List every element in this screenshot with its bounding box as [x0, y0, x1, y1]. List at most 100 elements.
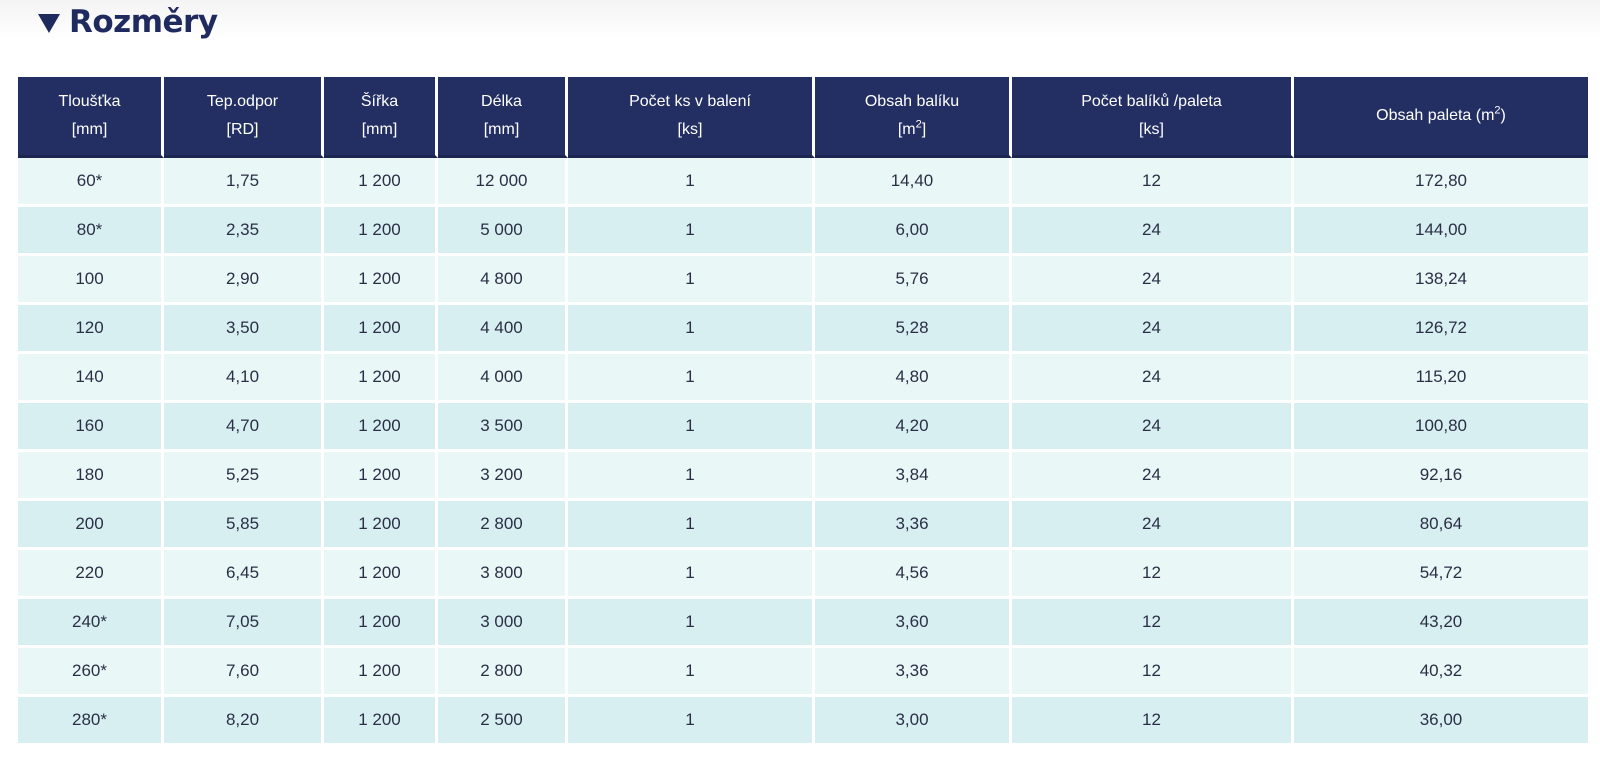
- length-cell: 3 800: [438, 550, 568, 599]
- pallet-content-cell: 115,20: [1294, 354, 1588, 403]
- pieces-cell: 1: [568, 697, 815, 746]
- table-row: 120 3,50 1 200 4 400 1 5,28 24 126,72: [18, 305, 1588, 354]
- length-cell: 12 000: [438, 158, 568, 207]
- length-cell: 2 800: [438, 648, 568, 697]
- table-row: 240* 7,05 1 200 3 000 1 3,60 12 43,20: [18, 599, 1588, 648]
- pieces-cell: 1: [568, 599, 815, 648]
- width-cell: 1 200: [324, 648, 438, 697]
- packs-per-pallet-cell: 24: [1012, 256, 1294, 305]
- pack-content-cell: 4,56: [815, 550, 1012, 599]
- length-cell: 3 200: [438, 452, 568, 501]
- thickness-cell: 120: [18, 305, 164, 354]
- thickness-cell: 180: [18, 452, 164, 501]
- table-row: 260* 7,60 1 200 2 800 1 3,36 12 40,32: [18, 648, 1588, 697]
- length-cell: 3 500: [438, 403, 568, 452]
- table-header-row: Tloušťka [mm] Tep.odpor [RD] Šířka [mm] …: [18, 77, 1588, 158]
- pallet-content-cell: 80,64: [1294, 501, 1588, 550]
- thermal-resistance-cell: 1,75: [164, 158, 324, 207]
- width-cell: 1 200: [324, 697, 438, 746]
- header-pallet-content: Obsah paleta (m2): [1294, 77, 1588, 158]
- pieces-cell: 1: [568, 305, 815, 354]
- thickness-cell: 280*: [18, 697, 164, 746]
- pack-content-cell: 6,00: [815, 207, 1012, 256]
- pallet-content-cell: 40,32: [1294, 648, 1588, 697]
- thickness-cell: 140: [18, 354, 164, 403]
- length-cell: 2 800: [438, 501, 568, 550]
- packs-per-pallet-cell: 12: [1012, 550, 1294, 599]
- thickness-cell: 100: [18, 256, 164, 305]
- pack-content-cell: 3,00: [815, 697, 1012, 746]
- table-row: 60* 1,75 1 200 12 000 1 14,40 12 172,80: [18, 158, 1588, 207]
- packs-per-pallet-cell: 24: [1012, 501, 1294, 550]
- pieces-cell: 1: [568, 648, 815, 697]
- pallet-content-cell: 126,72: [1294, 305, 1588, 354]
- pallet-content-cell: 36,00: [1294, 697, 1588, 746]
- pallet-content-cell: 172,80: [1294, 158, 1588, 207]
- thickness-cell: 220: [18, 550, 164, 599]
- header-thickness: Tloušťka [mm]: [18, 77, 164, 158]
- pallet-content-cell: 92,16: [1294, 452, 1588, 501]
- header-length: Délka [mm]: [438, 77, 568, 158]
- width-cell: 1 200: [324, 501, 438, 550]
- thermal-resistance-cell: 2,35: [164, 207, 324, 256]
- table-row: 140 4,10 1 200 4 000 1 4,80 24 115,20: [18, 354, 1588, 403]
- pack-content-cell: 3,36: [815, 648, 1012, 697]
- header-pieces-per-pack: Počet ks v balení [ks]: [568, 77, 815, 158]
- pieces-cell: 1: [568, 158, 815, 207]
- pack-content-cell: 3,84: [815, 452, 1012, 501]
- thickness-cell: 160: [18, 403, 164, 452]
- thermal-resistance-cell: 3,50: [164, 305, 324, 354]
- triangle-down-icon: [38, 13, 60, 33]
- thermal-resistance-cell: 5,85: [164, 501, 324, 550]
- pieces-cell: 1: [568, 501, 815, 550]
- width-cell: 1 200: [324, 550, 438, 599]
- pallet-content-cell: 144,00: [1294, 207, 1588, 256]
- thickness-cell: 60*: [18, 158, 164, 207]
- pieces-cell: 1: [568, 550, 815, 599]
- packs-per-pallet-cell: 24: [1012, 452, 1294, 501]
- header-thermal-resistance: Tep.odpor [RD]: [164, 77, 324, 158]
- pallet-content-cell: 138,24: [1294, 256, 1588, 305]
- pieces-cell: 1: [568, 452, 815, 501]
- pieces-cell: 1: [568, 403, 815, 452]
- length-cell: 4 000: [438, 354, 568, 403]
- packs-per-pallet-cell: 12: [1012, 648, 1294, 697]
- header-packs-per-pallet: Počet balíků /paleta [ks]: [1012, 77, 1294, 158]
- packs-per-pallet-cell: 12: [1012, 599, 1294, 648]
- thermal-resistance-cell: 4,70: [164, 403, 324, 452]
- section-toggle[interactable]: Rozměry: [38, 0, 218, 44]
- length-cell: 2 500: [438, 697, 568, 746]
- thermal-resistance-cell: 6,45: [164, 550, 324, 599]
- thermal-resistance-cell: 7,05: [164, 599, 324, 648]
- width-cell: 1 200: [324, 354, 438, 403]
- thermal-resistance-cell: 5,25: [164, 452, 324, 501]
- width-cell: 1 200: [324, 305, 438, 354]
- table-row: 80* 2,35 1 200 5 000 1 6,00 24 144,00: [18, 207, 1588, 256]
- pallet-content-cell: 100,80: [1294, 403, 1588, 452]
- width-cell: 1 200: [324, 403, 438, 452]
- pack-content-cell: 5,76: [815, 256, 1012, 305]
- thermal-resistance-cell: 8,20: [164, 697, 324, 746]
- width-cell: 1 200: [324, 452, 438, 501]
- width-cell: 1 200: [324, 256, 438, 305]
- table-row: 100 2,90 1 200 4 800 1 5,76 24 138,24: [18, 256, 1588, 305]
- thickness-cell: 200: [18, 501, 164, 550]
- pack-content-cell: 5,28: [815, 305, 1012, 354]
- pack-content-cell: 4,80: [815, 354, 1012, 403]
- table-row: 220 6,45 1 200 3 800 1 4,56 12 54,72: [18, 550, 1588, 599]
- pack-content-cell: 3,60: [815, 599, 1012, 648]
- packs-per-pallet-cell: 12: [1012, 697, 1294, 746]
- packs-per-pallet-cell: 12: [1012, 158, 1294, 207]
- table-body: 60* 1,75 1 200 12 000 1 14,40 12 172,80 80* 2,35 1…: [18, 158, 1588, 746]
- thickness-cell: 260*: [18, 648, 164, 697]
- width-cell: 1 200: [324, 207, 438, 256]
- dimensions-table: Tloušťka [mm] Tep.odpor [RD] Šířka [mm] …: [18, 77, 1588, 746]
- thickness-cell: 240*: [18, 599, 164, 648]
- table-row: 280* 8,20 1 200 2 500 1 3,00 12 36,00: [18, 697, 1588, 746]
- thermal-resistance-cell: 2,90: [164, 256, 324, 305]
- length-cell: 4 800: [438, 256, 568, 305]
- header-width: Šířka [mm]: [324, 77, 438, 158]
- width-cell: 1 200: [324, 158, 438, 207]
- packs-per-pallet-cell: 24: [1012, 207, 1294, 256]
